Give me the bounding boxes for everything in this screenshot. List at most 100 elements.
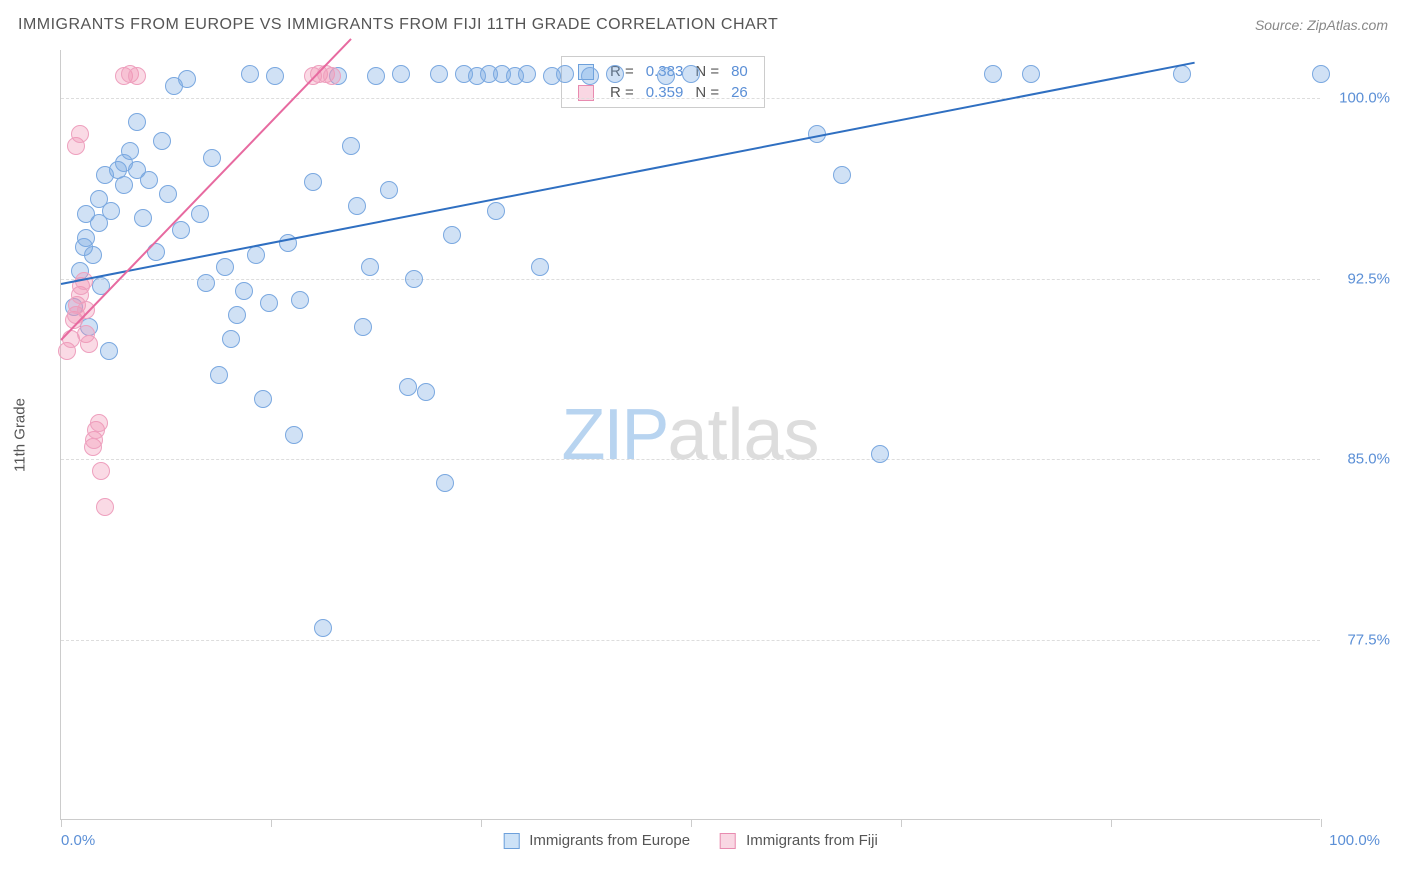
y-tick-label: 77.5% <box>1330 631 1390 648</box>
point-europe <box>342 137 360 155</box>
legend-series: Immigrants from Europe Immigrants from F… <box>503 832 878 849</box>
gridline <box>61 640 1320 641</box>
gridline <box>61 279 1320 280</box>
point-fiji <box>80 335 98 353</box>
point-europe <box>984 65 1002 83</box>
point-fiji <box>71 125 89 143</box>
point-europe <box>134 209 152 227</box>
point-europe <box>222 330 240 348</box>
point-europe <box>191 205 209 223</box>
point-europe <box>361 258 379 276</box>
point-europe <box>606 65 624 83</box>
point-europe <box>159 185 177 203</box>
point-europe <box>1022 65 1040 83</box>
point-europe <box>210 366 228 384</box>
point-europe <box>216 258 234 276</box>
swatch-fiji-icon <box>720 833 736 849</box>
point-europe <box>197 274 215 292</box>
point-europe <box>266 67 284 85</box>
chart-title: IMMIGRANTS FROM EUROPE VS IMMIGRANTS FRO… <box>18 16 778 34</box>
point-europe <box>367 67 385 85</box>
point-europe <box>833 166 851 184</box>
chart-source: Source: ZipAtlas.com <box>1255 17 1388 33</box>
x-tick <box>481 819 482 827</box>
point-europe <box>285 426 303 444</box>
point-europe <box>556 65 574 83</box>
y-axis-label: 11th Grade <box>12 398 29 472</box>
point-europe <box>254 390 272 408</box>
chart-header: IMMIGRANTS FROM EUROPE VS IMMIGRANTS FRO… <box>0 0 1406 40</box>
point-europe <box>436 474 454 492</box>
n-value-europe: 80 <box>725 61 754 82</box>
plot-area: ZIPatlas R = 0.383 N = 80 R = 0.359 N = … <box>60 50 1320 820</box>
point-europe <box>228 306 246 324</box>
x-tick <box>61 819 62 827</box>
point-europe <box>178 70 196 88</box>
point-europe <box>172 221 190 239</box>
n-label: N = <box>689 82 725 103</box>
x-tick <box>1321 819 1322 827</box>
legend-label-fiji: Immigrants from Fiji <box>746 832 878 849</box>
point-europe <box>291 291 309 309</box>
point-fiji <box>90 414 108 432</box>
point-europe <box>235 282 253 300</box>
x-tick <box>271 819 272 827</box>
point-europe <box>682 65 700 83</box>
point-europe <box>247 246 265 264</box>
point-europe <box>417 383 435 401</box>
point-europe <box>304 173 322 191</box>
swatch-europe-icon <box>503 833 519 849</box>
point-europe <box>77 229 95 247</box>
gridline <box>61 98 1320 99</box>
point-europe <box>531 258 549 276</box>
point-europe <box>581 67 599 85</box>
point-europe <box>443 226 461 244</box>
y-tick-label: 85.0% <box>1330 451 1390 468</box>
watermark-zip: ZIP <box>561 395 667 475</box>
r-label: R = <box>604 82 640 103</box>
watermark-atlas: atlas <box>667 395 819 475</box>
n-value-fiji: 26 <box>725 82 754 103</box>
point-europe <box>1312 65 1330 83</box>
legend-label-europe: Immigrants from Europe <box>529 832 690 849</box>
point-europe <box>380 181 398 199</box>
point-europe <box>128 113 146 131</box>
point-fiji <box>128 67 146 85</box>
point-europe <box>518 65 536 83</box>
point-europe <box>203 149 221 167</box>
point-europe <box>487 202 505 220</box>
point-europe <box>871 445 889 463</box>
point-europe <box>260 294 278 312</box>
point-europe <box>405 270 423 288</box>
watermark: ZIPatlas <box>561 394 819 476</box>
legend-item-fiji: Immigrants from Fiji <box>720 832 878 849</box>
point-europe <box>348 197 366 215</box>
point-europe <box>1173 65 1191 83</box>
point-fiji <box>96 498 114 516</box>
legend-item-europe: Immigrants from Europe <box>503 832 690 849</box>
y-tick-label: 100.0% <box>1330 90 1390 107</box>
gridline <box>61 459 1320 460</box>
point-fiji <box>77 301 95 319</box>
point-europe <box>430 65 448 83</box>
point-europe <box>153 132 171 150</box>
point-fiji <box>323 67 341 85</box>
x-tick <box>1111 819 1112 827</box>
x-tick <box>901 819 902 827</box>
point-europe <box>102 202 120 220</box>
point-europe <box>84 246 102 264</box>
x-tick <box>691 819 692 827</box>
point-europe <box>241 65 259 83</box>
point-europe <box>354 318 372 336</box>
point-europe <box>657 67 675 85</box>
point-europe <box>399 378 417 396</box>
point-europe <box>314 619 332 637</box>
point-europe <box>121 142 139 160</box>
point-europe <box>115 176 133 194</box>
point-fiji <box>92 462 110 480</box>
y-tick-label: 92.5% <box>1330 270 1390 287</box>
point-europe <box>279 234 297 252</box>
x-axis-max-label: 100.0% <box>1329 832 1380 849</box>
point-europe <box>140 171 158 189</box>
x-axis-min-label: 0.0% <box>61 832 95 849</box>
